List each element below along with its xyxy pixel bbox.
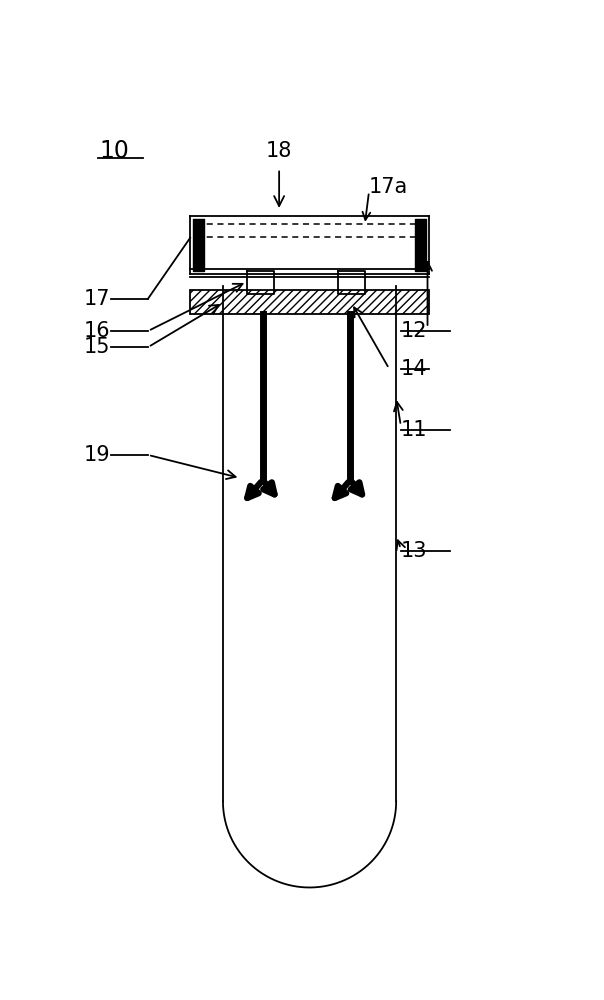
Text: 10: 10 — [100, 139, 130, 163]
Text: 19: 19 — [84, 445, 111, 465]
Text: 15: 15 — [84, 337, 111, 357]
Text: 13: 13 — [401, 541, 427, 561]
Text: 11: 11 — [401, 420, 427, 440]
Text: 17: 17 — [84, 289, 111, 309]
Text: 12: 12 — [401, 321, 427, 341]
Text: 16: 16 — [84, 321, 111, 341]
Text: 18: 18 — [266, 141, 292, 161]
Bar — [190, 290, 429, 314]
Text: 14: 14 — [401, 359, 427, 379]
Text: 17a: 17a — [368, 177, 408, 197]
